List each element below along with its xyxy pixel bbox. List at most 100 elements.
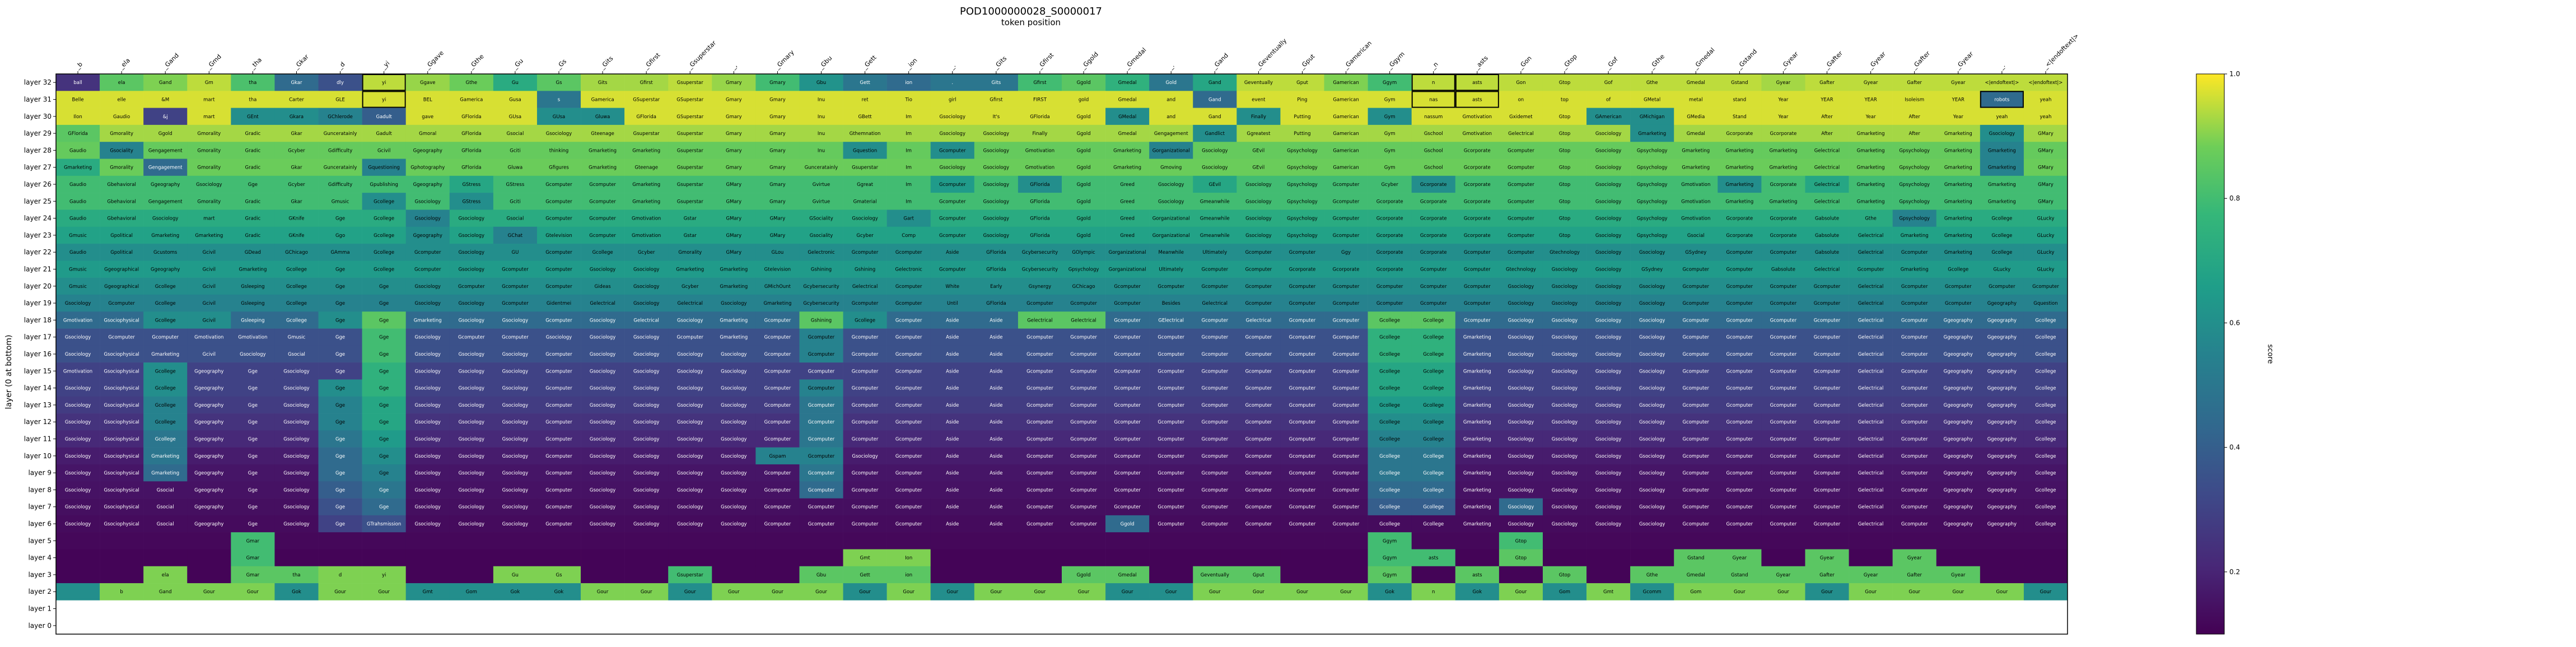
- y-tick-label: layer 3: [28, 571, 52, 579]
- cell-label: Besides: [1162, 301, 1180, 306]
- heatmap-cell: [668, 210, 712, 227]
- cell-label: Gcomputer: [1202, 352, 1229, 357]
- cell-label: Gengagement: [1154, 131, 1188, 137]
- heatmap-cell: [100, 244, 144, 261]
- cell-label: &j: [163, 114, 168, 120]
- cell-label: Gcorporate: [1464, 233, 1491, 239]
- cell-label: Ggeography: [1944, 505, 1973, 510]
- cell-label: Gsociology: [721, 454, 746, 459]
- cell-label: Gcomputer: [458, 335, 485, 341]
- cell-label: asts: [1472, 80, 1482, 86]
- cell-label: Gcomputer: [1770, 420, 1797, 425]
- cell-label: Gsociology: [459, 437, 484, 443]
- cell-label: Gbu: [816, 80, 826, 86]
- cell-label: Gpsychology: [1637, 216, 1668, 222]
- cell-label: Gyear: [1951, 572, 1966, 578]
- cell-label: Gsociology: [983, 233, 1009, 239]
- cell-label: GTrahsmission: [367, 522, 401, 527]
- cell-label: Gsociology: [1639, 403, 1665, 408]
- x-tick-label: _Gmedal: [1691, 46, 1716, 71]
- cell-label: Gmarketing: [1988, 165, 2016, 171]
- cell-label: Gcorporate: [1289, 267, 1316, 272]
- cell-label: Gcomputer: [1464, 284, 1491, 290]
- cell-label: Aside: [990, 505, 1002, 510]
- heatmap-cell: [1761, 175, 1805, 193]
- cell-label: top: [1561, 97, 1569, 103]
- cell-label: Gmusic: [69, 267, 87, 272]
- cell-label: Gsociology: [1989, 131, 2015, 137]
- heatmap-cell: [755, 277, 800, 295]
- heatmap-cell: [1193, 210, 1237, 227]
- cell-label: Gcomputer: [1682, 284, 1709, 290]
- cell-label: Aside: [946, 352, 959, 357]
- cell-label: GEvil: [1253, 165, 1265, 171]
- cell-label: Gsociology: [940, 114, 965, 120]
- y-tick-label: layer 26: [24, 180, 52, 188]
- cell-label: Gamerican: [1333, 114, 1359, 120]
- cell-label: Gcomputer: [589, 182, 616, 188]
- heatmap-cell: [624, 91, 669, 108]
- cell-label: Gcollege: [1379, 403, 1400, 408]
- cell-label: Gmarketing: [720, 284, 748, 290]
- heatmap-cell: [930, 74, 975, 91]
- cell-label: Gsociology: [1202, 148, 1228, 153]
- cell-label: Gsociology: [1595, 454, 1621, 459]
- cell-label: Gsocial: [288, 352, 305, 357]
- cell-label: Gsociology: [1552, 318, 1578, 323]
- heatmap-cell: [187, 175, 231, 193]
- heatmap-cell: [1542, 260, 1587, 278]
- cell-label: Gand: [159, 80, 172, 86]
- cell-label: GMary: [2038, 148, 2054, 153]
- heatmap-cell: [799, 277, 843, 295]
- heatmap-cell: [1105, 193, 1150, 210]
- y-tick-label: layer 1: [28, 605, 52, 613]
- colorbar: [2196, 73, 2225, 635]
- cell-label: Gmeanwhile: [1200, 199, 1230, 204]
- cell-label: Ggeography: [1987, 487, 2017, 493]
- heatmap-cell: [1324, 159, 1368, 176]
- cell-label: Gradic: [245, 233, 261, 239]
- cell-label: Gsociology: [415, 386, 441, 392]
- cell-label: Gits: [992, 80, 1001, 86]
- x-tick-label: _Gthe: [467, 53, 486, 71]
- cell-label: Gsuperstar: [677, 572, 703, 578]
- cell-label: Gsociology: [240, 352, 265, 357]
- cell-label: Gamerica: [460, 97, 483, 103]
- cell-label: Gyear: [1864, 80, 1878, 86]
- heatmap-cell: [1149, 74, 1193, 91]
- cell-label: Gelectrical: [1814, 199, 1840, 204]
- cell-label: Gmarketing: [151, 352, 179, 357]
- heatmap-cell: [1455, 193, 1500, 210]
- cell-label: Gcomputer: [1026, 335, 1053, 341]
- cell-label: Gcomputer: [1070, 352, 1097, 357]
- cell-label: Gsociology: [1639, 335, 1665, 341]
- cell-label: GBett: [858, 114, 872, 120]
- cell-label: Gmarketing: [1944, 148, 1972, 153]
- heatmap-cell: [581, 260, 625, 278]
- heatmap-cell: [274, 91, 319, 108]
- cell-label: Gcomputer: [1770, 284, 1797, 290]
- heatmap-cell: [1542, 91, 1587, 108]
- heatmap-cell: [187, 566, 231, 584]
- cell-label: Gmarketing: [1463, 352, 1491, 357]
- cell-label: Gcomputer: [939, 216, 966, 222]
- cell-label: Gelectrical: [1858, 454, 1884, 459]
- heatmap-cell: [1849, 108, 1893, 125]
- cell-label: Gtop: [1559, 148, 1571, 153]
- cell-label: Gsociology: [1595, 420, 1621, 425]
- cell-label: Gcomputer: [1026, 352, 1053, 357]
- cell-label: metal: [1689, 97, 1702, 103]
- cell-label: Gcomputer: [502, 284, 529, 290]
- cell-label: Gcomputer: [852, 369, 879, 374]
- heatmap-cell: [100, 108, 144, 125]
- heatmap-cell: [581, 175, 625, 193]
- heatmap-cell: [2023, 277, 2068, 295]
- cell-label: asts: [1429, 556, 1439, 561]
- cell-label: Gcomputer: [1901, 386, 1928, 392]
- heatmap-cell: [56, 532, 100, 550]
- heatmap-cell: [1892, 260, 1937, 278]
- heatmap-cell: [362, 532, 406, 550]
- cell-label: Gelectrical: [1858, 318, 1884, 323]
- cell-label: Gmoving: [1160, 165, 1182, 171]
